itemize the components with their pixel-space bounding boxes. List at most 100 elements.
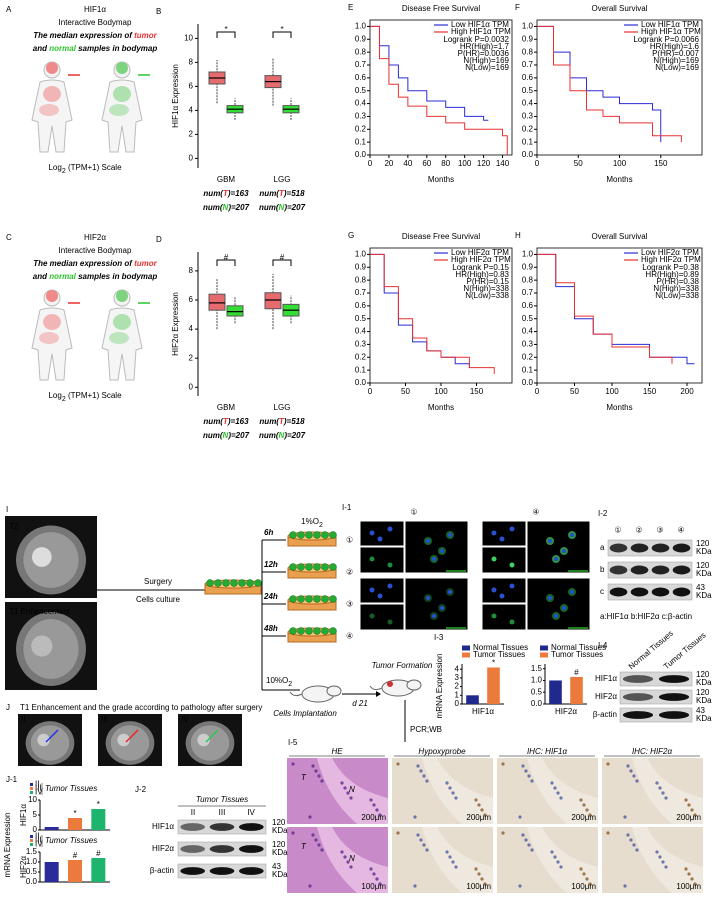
micro-dapi bbox=[481, 520, 527, 547]
image-label: T2 bbox=[9, 522, 19, 531]
nucleus bbox=[527, 843, 531, 847]
nucleus bbox=[477, 803, 481, 807]
nucleus bbox=[632, 843, 636, 847]
nucleus bbox=[684, 798, 688, 802]
y-tick-label: 0.0 bbox=[355, 378, 367, 387]
merge-nucleus bbox=[426, 596, 430, 600]
blot-band bbox=[622, 693, 654, 701]
legend-label: II bbox=[35, 832, 39, 841]
category-label: GBM bbox=[217, 175, 236, 184]
panel-letter: I-3 bbox=[434, 633, 444, 642]
organ bbox=[43, 314, 61, 330]
y-tick-label: 0.0 bbox=[522, 150, 534, 159]
cell bbox=[313, 531, 321, 539]
mri-lesion bbox=[31, 547, 52, 567]
panel-letter: H bbox=[515, 231, 521, 240]
blot-band bbox=[630, 543, 649, 553]
nucleus bbox=[524, 769, 528, 773]
kda-value: 43 bbox=[272, 862, 281, 871]
nucleus bbox=[579, 867, 583, 871]
tissue-region bbox=[632, 758, 703, 824]
x-tick-label: 40 bbox=[403, 159, 412, 168]
y-tick-label: 1.0 bbox=[531, 676, 543, 685]
stain bbox=[491, 613, 497, 619]
y-tick-label: 6 bbox=[189, 82, 194, 91]
group-label: ④ bbox=[532, 508, 539, 517]
y-tick-label: 1.0 bbox=[355, 250, 367, 259]
x-tick-label: 100 bbox=[613, 159, 627, 168]
scale-label-part: (TPM+1) Scale bbox=[66, 163, 122, 172]
row-label: HIF2α bbox=[595, 692, 617, 701]
sample-count-part: )=518 bbox=[283, 417, 305, 426]
cell bbox=[238, 579, 246, 587]
significance: # bbox=[280, 253, 285, 262]
nucleus bbox=[349, 796, 353, 800]
nucleus bbox=[387, 583, 393, 589]
nucleus bbox=[343, 786, 347, 790]
channel-label: DAPI bbox=[362, 578, 381, 587]
x-axis-label: Months bbox=[606, 175, 632, 184]
nucleus bbox=[396, 762, 400, 766]
blot-title: Tumor Tissues bbox=[196, 795, 248, 804]
step-label: Cells culture bbox=[136, 595, 181, 604]
sig-bracket bbox=[272, 31, 292, 38]
y-tick-label: 0 bbox=[189, 382, 194, 391]
channel-label: Merge bbox=[529, 563, 552, 572]
cell bbox=[313, 563, 321, 571]
kda-unit: KDa bbox=[272, 826, 288, 835]
panel-letter: G bbox=[348, 231, 354, 240]
sample-count-part: N bbox=[279, 431, 285, 440]
y-tick-label: 0.5 bbox=[522, 86, 534, 95]
panel-letter: I-2 bbox=[598, 509, 608, 518]
y-tick-label: 0.7 bbox=[355, 60, 367, 69]
legend-label: Tumor Tissues bbox=[45, 784, 97, 793]
grade-label: IV bbox=[181, 715, 189, 724]
statistic: HR(High)=1.7 bbox=[460, 42, 510, 51]
y-axis-label: HIF2α Expression bbox=[171, 292, 180, 356]
nucleus bbox=[480, 808, 484, 812]
statistic: Logrank P=0.0032 bbox=[443, 35, 509, 44]
micro-marker bbox=[481, 603, 527, 631]
legend-label: Tumor Tissues bbox=[45, 836, 97, 845]
y-tick-label: 0.6 bbox=[522, 73, 534, 82]
y-tick-label: 0.2 bbox=[522, 352, 534, 361]
nucleus bbox=[635, 779, 639, 783]
nucleus bbox=[425, 848, 429, 852]
nucleus bbox=[413, 815, 417, 819]
survival-curve bbox=[370, 25, 508, 155]
y-tick-label: 0.4 bbox=[522, 99, 534, 108]
y-tick-label: 1 bbox=[455, 690, 460, 699]
scale-bar-label: 200μm bbox=[441, 562, 466, 571]
panel-letter: J bbox=[6, 703, 10, 712]
nucleus bbox=[375, 808, 379, 812]
nucleus bbox=[311, 833, 315, 837]
bar bbox=[466, 695, 479, 704]
nucleus bbox=[377, 593, 383, 599]
kda-value: 120 bbox=[696, 561, 710, 570]
x-tick-label: 60 bbox=[422, 159, 431, 168]
statistic: N(Low)=169 bbox=[655, 63, 699, 72]
statistic: Logrank P=0.0066 bbox=[633, 35, 699, 44]
y-tick-label: 4 bbox=[455, 664, 460, 673]
scale-label-part: 2 bbox=[62, 168, 66, 175]
blot-band bbox=[180, 867, 205, 875]
stain bbox=[387, 562, 393, 568]
bar bbox=[68, 860, 82, 882]
nucleus bbox=[658, 786, 662, 790]
channel-label: Merge bbox=[529, 620, 552, 629]
y-tick-label: 0.2 bbox=[355, 352, 367, 361]
nucleus bbox=[623, 884, 627, 888]
legend-label: Low HIF1α TPM bbox=[641, 20, 699, 29]
y-tick-label: 0.5 bbox=[531, 687, 543, 696]
nucleus bbox=[588, 882, 592, 886]
stain bbox=[509, 619, 515, 625]
x-tick-label: 0 bbox=[535, 387, 540, 396]
nucleus bbox=[606, 831, 610, 835]
row-label: HIF2α bbox=[152, 844, 174, 853]
nucleus bbox=[690, 808, 694, 812]
nucleus bbox=[626, 833, 630, 837]
step-label: PCR;WB bbox=[410, 725, 442, 734]
blot-band bbox=[239, 845, 264, 853]
y-axis-label: mRNA Expression bbox=[3, 813, 12, 878]
y-tick-label: 0.4 bbox=[522, 327, 534, 336]
